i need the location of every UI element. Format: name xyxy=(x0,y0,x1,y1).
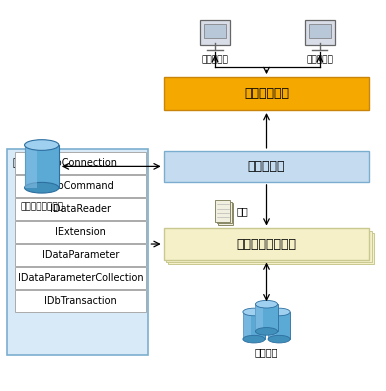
Bar xyxy=(243,312,251,339)
FancyBboxPatch shape xyxy=(164,151,369,182)
Bar xyxy=(243,312,265,339)
Ellipse shape xyxy=(268,335,290,343)
Text: IDbCommand: IDbCommand xyxy=(47,181,114,191)
Text: IDataParameterCollection: IDataParameterCollection xyxy=(18,273,144,283)
Bar xyxy=(25,145,37,188)
Ellipse shape xyxy=(243,308,265,316)
FancyBboxPatch shape xyxy=(215,200,230,222)
FancyBboxPatch shape xyxy=(164,228,369,260)
Text: IDataParameter: IDataParameter xyxy=(42,250,119,260)
FancyBboxPatch shape xyxy=(15,244,147,266)
FancyBboxPatch shape xyxy=(168,233,374,264)
Text: 資料: 資料 xyxy=(236,206,248,216)
Text: 程式設計介面: 程式設計介面 xyxy=(244,87,289,100)
Text: IExtension: IExtension xyxy=(55,227,106,237)
FancyBboxPatch shape xyxy=(15,175,147,197)
FancyBboxPatch shape xyxy=(166,231,372,262)
FancyBboxPatch shape xyxy=(15,290,147,312)
Text: IDataReader: IDataReader xyxy=(50,204,111,214)
Text: 報表伺服器資料庫: 報表伺服器資料庫 xyxy=(20,203,63,212)
Bar xyxy=(25,145,59,188)
Text: 資料處理 API: 資料處理 API xyxy=(13,157,61,167)
Bar xyxy=(256,304,263,332)
Text: 資料處理延伸模組: 資料處理延伸模組 xyxy=(237,237,296,251)
Ellipse shape xyxy=(256,300,278,308)
FancyBboxPatch shape xyxy=(217,202,232,223)
Text: 報表管理員: 報表管理員 xyxy=(306,56,333,65)
Bar xyxy=(256,304,278,332)
Text: 報表處理器: 報表處理器 xyxy=(248,160,285,173)
FancyBboxPatch shape xyxy=(164,77,369,110)
Ellipse shape xyxy=(25,182,59,193)
FancyBboxPatch shape xyxy=(15,267,147,289)
Text: IDbConnection: IDbConnection xyxy=(45,158,117,168)
FancyBboxPatch shape xyxy=(15,198,147,220)
FancyBboxPatch shape xyxy=(305,20,335,45)
FancyBboxPatch shape xyxy=(200,20,230,45)
Bar xyxy=(268,312,276,339)
Ellipse shape xyxy=(243,335,265,343)
Ellipse shape xyxy=(256,328,278,335)
FancyBboxPatch shape xyxy=(15,221,147,243)
Ellipse shape xyxy=(25,140,59,151)
FancyBboxPatch shape xyxy=(309,24,330,38)
Ellipse shape xyxy=(268,308,290,316)
Text: IDbTransaction: IDbTransaction xyxy=(44,296,117,306)
Bar xyxy=(268,312,290,339)
FancyBboxPatch shape xyxy=(7,149,148,355)
FancyBboxPatch shape xyxy=(218,203,234,225)
Text: 資料來源: 資料來源 xyxy=(255,347,278,357)
FancyBboxPatch shape xyxy=(15,152,147,174)
Text: 報表設計師: 報表設計師 xyxy=(201,56,229,65)
FancyBboxPatch shape xyxy=(205,24,226,38)
